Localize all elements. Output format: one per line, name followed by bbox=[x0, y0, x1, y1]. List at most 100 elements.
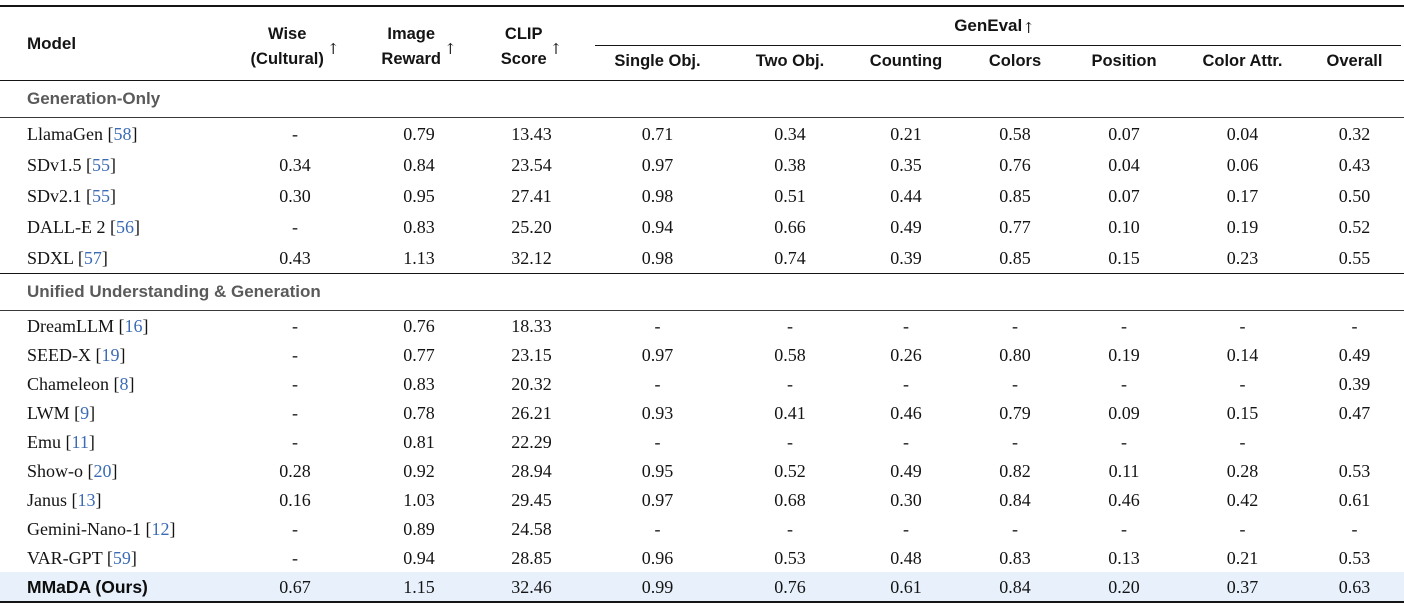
citation-link[interactable]: 8 bbox=[119, 373, 129, 394]
citation-link[interactable]: 55 bbox=[92, 154, 111, 175]
up-arrow-icon: ↑ bbox=[1022, 19, 1035, 37]
section-title: Unified Understanding & Generation bbox=[0, 273, 1404, 311]
metric-value bbox=[1305, 427, 1404, 456]
metric-value: - bbox=[654, 373, 661, 394]
citation-bracket: [ bbox=[106, 547, 113, 568]
metric-value: - bbox=[903, 518, 909, 539]
metric-value: 0.53 bbox=[1338, 547, 1371, 568]
metric-value: - bbox=[903, 315, 909, 336]
citation: [12] bbox=[141, 518, 175, 539]
metric-value: 0.77 bbox=[999, 216, 1031, 237]
metric-value: - bbox=[654, 315, 661, 336]
citation-bracket: ] bbox=[110, 185, 117, 206]
model-name: LWM bbox=[27, 402, 70, 423]
metric-value: 0.44 bbox=[890, 185, 922, 206]
metric-header-wrap: Image Reward ↑ bbox=[381, 16, 456, 72]
metric-value: 25.20 bbox=[511, 216, 552, 237]
table-header: Model Wise (Cultural) ↑ Image bbox=[0, 6, 1404, 81]
citation-bracket: ] bbox=[142, 315, 149, 336]
metric-value: - bbox=[1239, 373, 1246, 394]
citation-link[interactable]: 55 bbox=[92, 185, 111, 206]
model-name: MMaDA (Ours) bbox=[27, 576, 148, 597]
citation-bracket: [ bbox=[77, 247, 84, 268]
citation: [20] bbox=[83, 461, 118, 481]
citation-link[interactable]: 9 bbox=[80, 402, 90, 423]
metric-value: 0.41 bbox=[774, 402, 806, 423]
metric-value: - bbox=[654, 431, 661, 452]
metric-header-wrap: Wise (Cultural) ↑ bbox=[251, 16, 340, 72]
metric-value: 0.76 bbox=[403, 315, 435, 336]
table-row: LWM [9] - 0.78 26.21 0.93 0.41 0.46 0.79 0.09 0.… bbox=[0, 398, 1404, 427]
table-row: Gemini-Nano-1 [12] - 0.89 24.58 - - - - - - - bbox=[0, 514, 1404, 543]
metric-line1: Wise bbox=[268, 24, 307, 43]
table-row: Show-o [20] 0.28 0.92 28.94 0.95 0.52 0.49 0.8… bbox=[0, 456, 1404, 485]
metric-value: 0.76 bbox=[999, 154, 1031, 175]
metric-value: 0.97 bbox=[641, 489, 674, 510]
citation-link[interactable]: 16 bbox=[124, 315, 143, 336]
metric-value: 24.58 bbox=[511, 518, 552, 539]
metric-value: 0.43 bbox=[279, 247, 311, 268]
metric-value: 0.95 bbox=[641, 460, 674, 481]
citation-link[interactable]: 19 bbox=[101, 344, 120, 365]
model-name: SDXL bbox=[27, 247, 74, 268]
metric-value: - bbox=[787, 431, 793, 452]
results-table: Model Wise (Cultural) ↑ Image bbox=[0, 5, 1404, 603]
citation-link[interactable]: 13 bbox=[77, 489, 96, 510]
metric-header-lines: Image Reward bbox=[381, 22, 441, 72]
metric-value: 0.61 bbox=[850, 572, 962, 602]
metric-value: 0.77 bbox=[403, 344, 435, 365]
citation-bracket: ] bbox=[131, 123, 138, 144]
citation: [58] bbox=[103, 123, 138, 144]
citation-link[interactable]: 57 bbox=[83, 247, 102, 268]
citation-bracket: ] bbox=[101, 247, 108, 268]
citation-bracket: ] bbox=[111, 460, 118, 481]
metric-value: 0.30 bbox=[279, 185, 311, 206]
citation-link[interactable]: 58 bbox=[113, 123, 132, 144]
citation-bracket: ] bbox=[89, 402, 96, 423]
metric-value: 0.58 bbox=[999, 123, 1031, 144]
metric-value: 0.49 bbox=[1338, 344, 1371, 365]
metric-value: 0.93 bbox=[641, 402, 674, 423]
table-row-ours: MMaDA (Ours) 0.67 1.15 32.46 0.99 0.76 0.61 0.… bbox=[0, 572, 1404, 602]
citation-bracket: [ bbox=[87, 460, 94, 481]
citation-link[interactable]: 59 bbox=[112, 547, 131, 568]
metric-line2: (Cultural) bbox=[250, 49, 324, 68]
metric-value: 0.13 bbox=[1108, 547, 1140, 568]
metric-header-wrap: CLIP Score ↑ bbox=[501, 16, 562, 72]
metric-value: 0.92 bbox=[403, 460, 435, 481]
metric-line2: Score bbox=[500, 49, 547, 68]
citation-bracket: ] bbox=[110, 154, 117, 175]
metric-value: 0.17 bbox=[1226, 185, 1259, 206]
metric-value: - bbox=[292, 315, 298, 336]
metric-value: - bbox=[903, 431, 909, 452]
metric-value: 0.15 bbox=[1108, 247, 1140, 268]
metric-value: 0.79 bbox=[999, 402, 1031, 423]
metric-value: 0.94 bbox=[403, 547, 435, 568]
table-row: VAR-GPT [59] - 0.94 28.85 0.96 0.53 0.48 0.83 0… bbox=[0, 543, 1404, 572]
model-name: Gemini-Nano-1 bbox=[27, 518, 141, 539]
metric-value: 0.51 bbox=[774, 185, 806, 206]
metric-value: 18.33 bbox=[511, 315, 552, 336]
geneval-group-label: GenEval bbox=[954, 16, 1023, 35]
citation: [55] bbox=[82, 185, 117, 206]
metric-value: 0.71 bbox=[641, 123, 674, 144]
metric-value: - bbox=[787, 518, 793, 539]
metric-value: 0.84 bbox=[999, 489, 1031, 510]
metric-value: - bbox=[292, 431, 298, 452]
citation: [11] bbox=[61, 432, 95, 452]
metric-value: 0.50 bbox=[1338, 185, 1371, 206]
metric-value: 0.78 bbox=[403, 402, 435, 423]
citation-bracket: ] bbox=[128, 373, 135, 394]
citation-link[interactable]: 12 bbox=[151, 518, 170, 539]
metric-value: - bbox=[1351, 315, 1358, 336]
citation-link[interactable]: 11 bbox=[71, 431, 89, 452]
metric-value: 0.68 bbox=[774, 489, 806, 510]
section-header-row: Unified Understanding & Generation bbox=[0, 273, 1404, 311]
metric-value: 0.99 bbox=[585, 572, 730, 602]
up-arrow-icon: ↑ bbox=[549, 39, 563, 58]
metric-value: 23.54 bbox=[511, 154, 552, 175]
citation-link[interactable]: 20 bbox=[93, 460, 112, 481]
citation: [19] bbox=[91, 345, 126, 365]
citation-link[interactable]: 56 bbox=[115, 216, 134, 237]
metric-value: - bbox=[1012, 431, 1018, 452]
